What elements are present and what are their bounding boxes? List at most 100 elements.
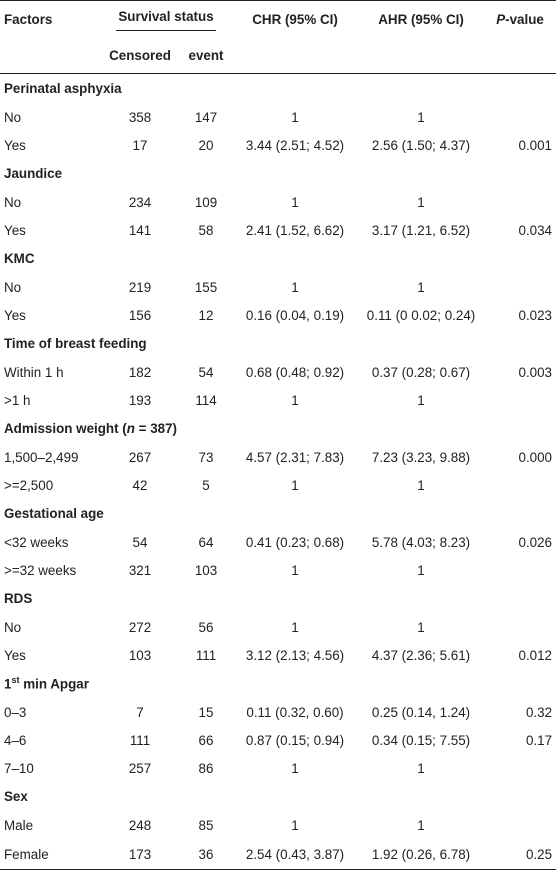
- blank-header-cell: [232, 38, 359, 74]
- event-cell: 85: [198, 817, 214, 833]
- censored-cell: 42: [132, 477, 148, 493]
- section-title: Admission weight (n = 387): [4, 421, 178, 436]
- ahr-cell: 0.34 (0.15; 7.55): [371, 732, 471, 748]
- censored-cell: 234: [128, 194, 152, 210]
- row-label: No: [4, 279, 22, 295]
- table-row: No 219 155 1 1: [0, 273, 556, 301]
- row-label: >=32 weeks: [4, 562, 77, 578]
- censored-header: Censored: [100, 38, 180, 74]
- ahr-cell: 1: [417, 619, 425, 635]
- pvalue-cell: 0.034: [518, 222, 553, 238]
- ahr-cell: 1: [417, 392, 425, 408]
- section-title: Time of breast feeding: [4, 336, 147, 351]
- censored-cell: 257: [128, 760, 152, 776]
- table-row: Within 1 h 182 54 0.68 (0.48; 0.92) 0.37 (0.…: [0, 358, 556, 386]
- pvalue-cell: [484, 386, 556, 414]
- event-cell: 5: [202, 477, 210, 493]
- pvalue-cell: 0.003: [518, 364, 553, 380]
- chr-cell: 1: [291, 279, 299, 295]
- table-row: No 272 56 1 1: [0, 613, 556, 641]
- survival-status-header: Survival status: [100, 0, 233, 38]
- chr-cell: 1: [291, 392, 299, 408]
- event-cell: 56: [198, 619, 214, 635]
- ahr-cell: 2.56 (1.50; 4.37): [371, 137, 471, 153]
- event-cell: 109: [194, 194, 218, 210]
- blank-header-cell: [0, 38, 100, 74]
- pvalue-cell: 0.000: [518, 449, 553, 465]
- section-title: 1st min Apgar: [4, 675, 89, 692]
- censored-cell: 193: [128, 392, 152, 408]
- chr-cell: 2.41 (1.52, 6.62): [245, 222, 345, 238]
- pvalue-cell: [484, 273, 556, 301]
- section-title: RDS: [4, 591, 33, 606]
- row-label: >1 h: [4, 392, 31, 408]
- pvalue-suffix: -value: [505, 12, 544, 27]
- blank-header-cell: [358, 38, 485, 74]
- table-row: >=32 weeks 321 103 1 1: [0, 556, 556, 584]
- row-label: Yes: [4, 647, 26, 663]
- event-cell: 155: [194, 279, 218, 295]
- ahr-header: AHR (95% CI): [358, 0, 485, 38]
- ahr-cell: 3.17 (1.21, 6.52): [371, 222, 471, 238]
- ahr-cell: 7.23 (3.23, 9.88): [371, 449, 471, 465]
- pvalue-cell: 0.026: [518, 534, 553, 550]
- event-cell: 20: [198, 137, 214, 153]
- chr-cell: 3.44 (2.51; 4.52): [245, 137, 345, 153]
- row-label: Female: [0, 839, 100, 870]
- section-row: RDS: [0, 584, 556, 613]
- event-cell: 86: [198, 760, 214, 776]
- event-cell: 73: [198, 449, 214, 465]
- chr-cell: 2.54 (0.43, 3.87): [232, 839, 359, 870]
- chr-cell: 0.41 (0.23; 0.68): [245, 534, 345, 550]
- ahr-cell: 0.37 (0.28; 0.67): [371, 364, 471, 380]
- pvalue-cell: 0.32: [525, 704, 553, 720]
- censored-cell: 219: [128, 279, 152, 295]
- chr-cell: 1: [291, 760, 299, 776]
- section-row: Admission weight (n = 387): [0, 414, 556, 443]
- chr-cell: 0.87 (0.15; 0.94): [245, 732, 345, 748]
- section-row: Sex: [0, 782, 556, 811]
- censored-cell: 54: [132, 534, 148, 550]
- row-label: <32 weeks: [4, 534, 69, 550]
- ahr-cell: 1: [417, 279, 425, 295]
- event-cell: 114: [195, 392, 217, 408]
- table-row: Yes 156 12 0.16 (0.04, 0.19) 0.11 (0 0.02; 0…: [0, 301, 556, 329]
- table-row: Male 248 85 1 1: [0, 811, 556, 839]
- pvalue-cell: 0.012: [518, 647, 553, 663]
- header-row-2: Censored event: [0, 38, 556, 74]
- pvalue-cell: [484, 754, 556, 782]
- table-row: <32 weeks 54 64 0.41 (0.23; 0.68) 5.78 (4.03…: [0, 528, 556, 556]
- row-label: >=2,500: [4, 477, 54, 493]
- ahr-cell: 1.92 (0.26, 6.78): [358, 839, 485, 870]
- censored-cell: 7: [136, 704, 144, 720]
- event-cell: 66: [198, 732, 214, 748]
- pvalue-cell: [484, 811, 556, 839]
- chr-cell: 3.12 (2.13; 4.56): [245, 647, 345, 663]
- event-cell: 15: [198, 704, 214, 720]
- censored-cell: 267: [128, 449, 152, 465]
- section-title: KMC: [4, 251, 35, 266]
- pvalue-cell: [484, 471, 556, 499]
- row-label: Yes: [4, 307, 26, 323]
- censored-cell: 156: [128, 307, 152, 323]
- ahr-cell: 1: [417, 477, 425, 493]
- row-label: Yes: [4, 222, 26, 238]
- ahr-cell: 1: [417, 109, 425, 125]
- censored-cell: 111: [129, 732, 151, 748]
- row-label: No: [4, 109, 22, 125]
- ahr-cell: 1: [417, 562, 425, 578]
- section-row: Time of breast feeding: [0, 329, 556, 358]
- event-cell: 111: [195, 647, 217, 663]
- chr-cell: 1: [291, 562, 299, 578]
- table-row: Yes 103 111 3.12 (2.13; 4.56) 4.37 (2.36; 5.…: [0, 641, 556, 669]
- chr-cell: 4.57 (2.31; 7.83): [245, 449, 345, 465]
- header-row-1: Factors Survival status CHR (95% CI) AHR…: [0, 0, 556, 38]
- event-cell: 58: [198, 222, 214, 238]
- censored-cell: 321: [128, 562, 152, 578]
- pvalue-cell: [484, 103, 556, 131]
- row-label: Male: [4, 817, 34, 833]
- section-row: KMC: [0, 244, 556, 273]
- pvalue-cell: 0.25: [484, 839, 556, 870]
- row-label: 4–6: [4, 732, 27, 748]
- table-row: 7–10 257 86 1 1: [0, 754, 556, 782]
